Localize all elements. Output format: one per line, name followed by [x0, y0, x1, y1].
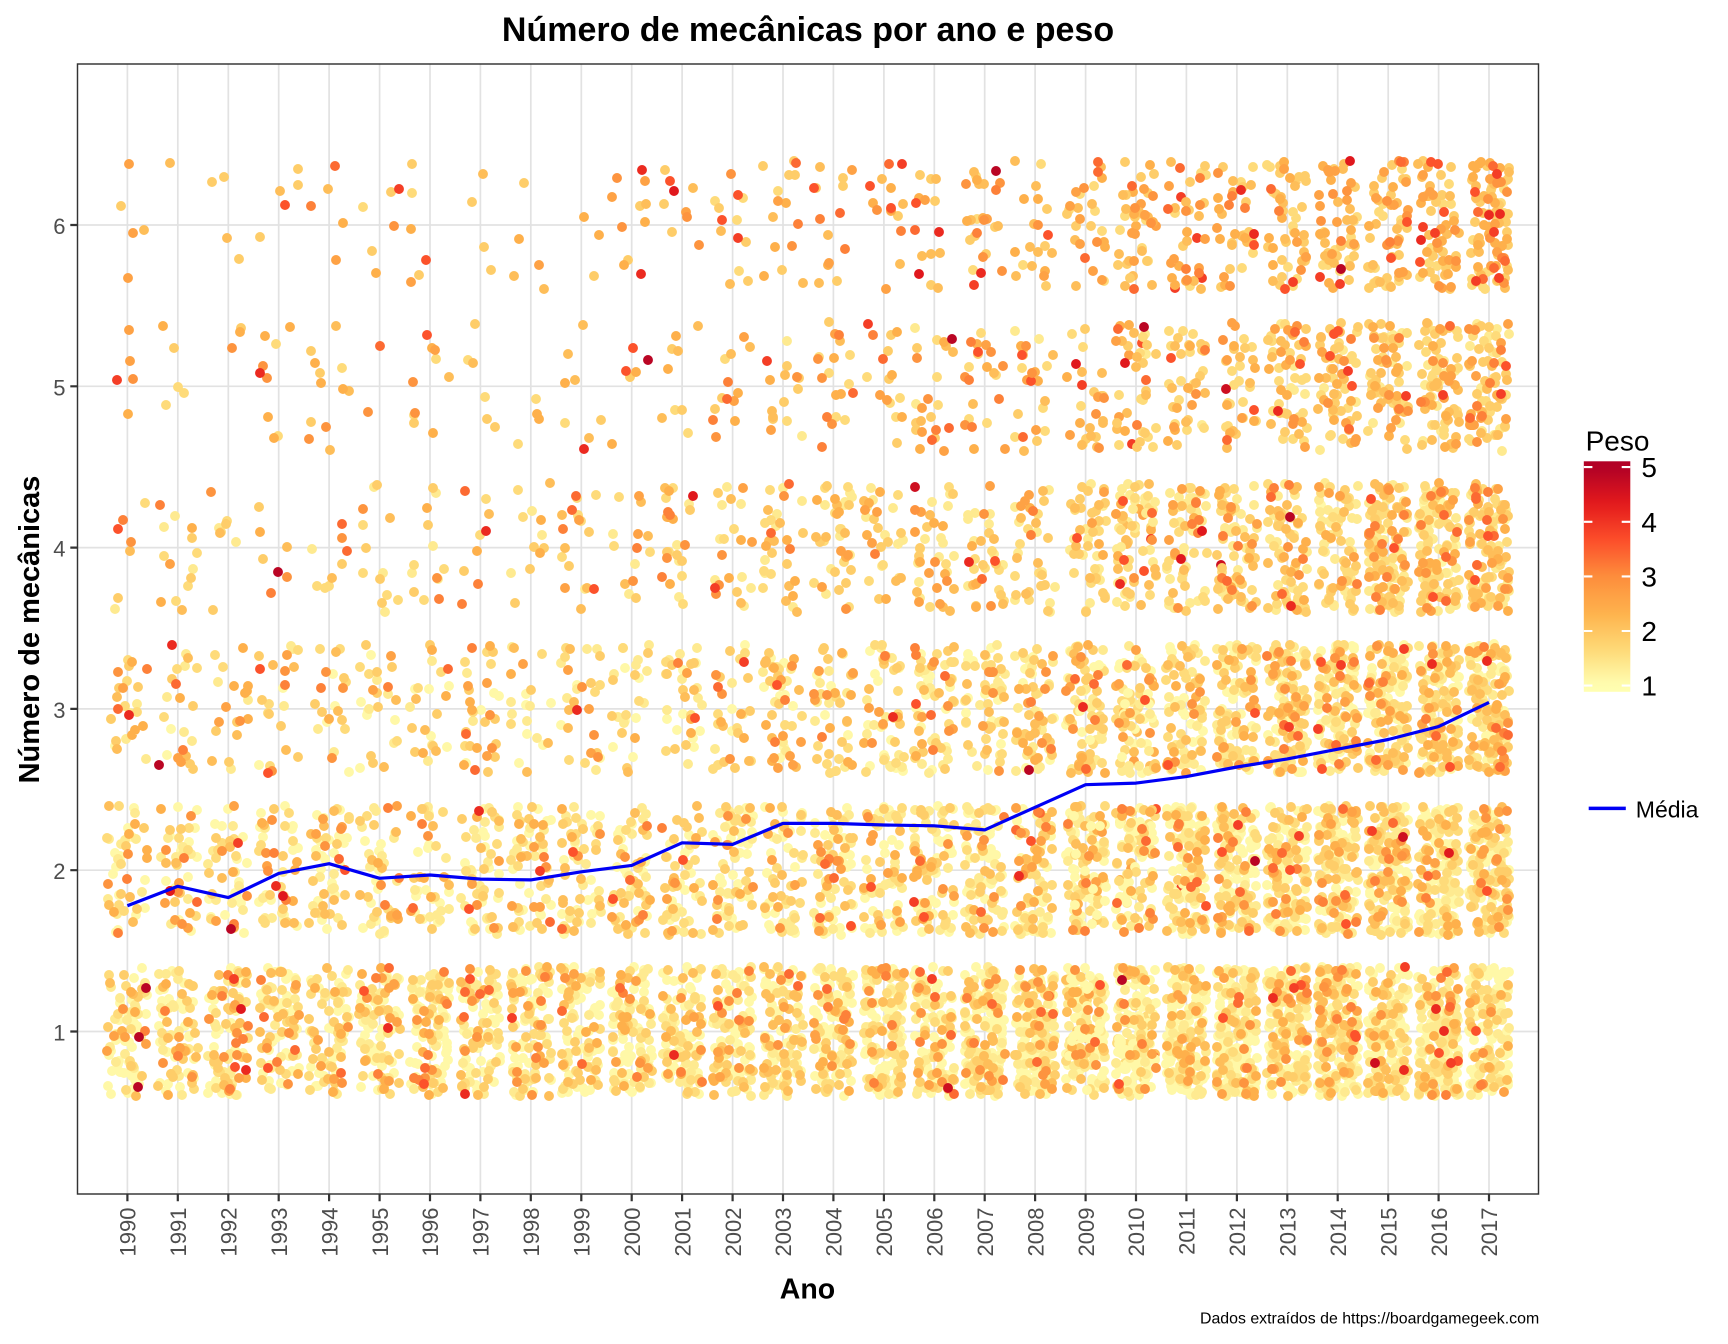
svg-text:2004: 2004 [822, 1208, 847, 1257]
svg-text:Dados extraídos de https://boa: Dados extraídos de https://boardgamegeek… [1200, 1311, 1539, 1328]
svg-text:2001: 2001 [670, 1208, 695, 1257]
svg-text:3: 3 [53, 698, 65, 723]
svg-text:1991: 1991 [166, 1208, 191, 1257]
svg-text:2012: 2012 [1225, 1208, 1250, 1257]
svg-text:1996: 1996 [418, 1208, 443, 1257]
svg-text:1999: 1999 [570, 1208, 595, 1257]
svg-text:2008: 2008 [1023, 1208, 1048, 1257]
svg-text:2: 2 [53, 859, 65, 884]
svg-text:1994: 1994 [317, 1208, 342, 1257]
svg-text:2011: 2011 [1175, 1208, 1200, 1255]
svg-text:1: 1 [53, 1021, 65, 1046]
svg-text:2002: 2002 [721, 1208, 746, 1257]
svg-text:1998: 1998 [519, 1208, 544, 1257]
svg-text:4: 4 [1641, 507, 1657, 538]
svg-text:2016: 2016 [1427, 1208, 1452, 1257]
svg-text:2010: 2010 [1124, 1208, 1149, 1257]
svg-text:Número de mecânicas: Número de mecânicas [14, 476, 46, 784]
svg-text:1997: 1997 [469, 1208, 494, 1257]
svg-text:3: 3 [1641, 561, 1657, 592]
svg-text:4: 4 [53, 537, 65, 562]
svg-text:1992: 1992 [217, 1208, 242, 1257]
svg-text:2009: 2009 [1074, 1208, 1099, 1257]
svg-text:1990: 1990 [116, 1208, 141, 1257]
svg-text:2006: 2006 [923, 1208, 948, 1257]
svg-text:2003: 2003 [771, 1208, 796, 1257]
svg-text:1: 1 [1641, 671, 1657, 702]
svg-text:Peso: Peso [1586, 426, 1650, 457]
svg-text:2017: 2017 [1477, 1208, 1502, 1257]
svg-text:Número de mecânicas por ano e: Número de mecânicas por ano e peso [502, 11, 1114, 49]
svg-text:5: 5 [1641, 452, 1657, 483]
svg-text:2000: 2000 [620, 1208, 645, 1257]
svg-text:2014: 2014 [1326, 1208, 1351, 1257]
svg-text:2: 2 [1641, 616, 1657, 647]
svg-text:2007: 2007 [973, 1208, 998, 1257]
svg-text:2005: 2005 [872, 1208, 897, 1257]
svg-text:5: 5 [53, 375, 65, 400]
svg-text:2013: 2013 [1276, 1208, 1301, 1257]
svg-text:Média: Média [1636, 796, 1699, 822]
svg-text:6: 6 [53, 214, 65, 239]
svg-text:1995: 1995 [368, 1208, 393, 1257]
svg-text:Ano: Ano [780, 1273, 835, 1305]
svg-text:2015: 2015 [1376, 1208, 1401, 1257]
svg-text:1993: 1993 [267, 1208, 292, 1257]
